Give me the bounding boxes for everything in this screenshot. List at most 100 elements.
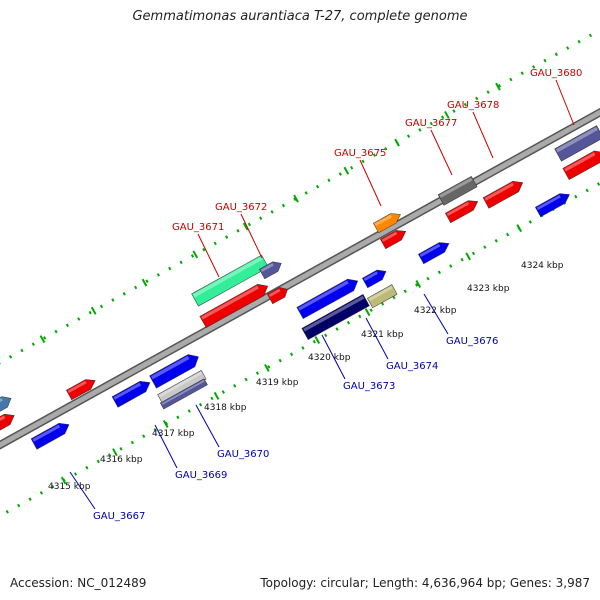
accession-text: Accession: NC_012489 [10, 576, 147, 590]
gene-red-cds-shape [379, 230, 407, 250]
axis-group: 4315 kbp 4316 kbp 4317 kbp 4318 kbp 4319 kbp… [0, 28, 600, 518]
gene-red-cds-shine [67, 380, 87, 393]
gene-steel [0, 396, 12, 416]
tick-label: 4315 kbp [48, 482, 91, 492]
gene-blue-cds-shine [298, 280, 349, 311]
gene-label-forward: GAU_3672 [215, 202, 267, 213]
gene-red-cds-shine [564, 152, 596, 172]
gene-blue-cds [30, 422, 70, 450]
gene-khaki-shape [366, 284, 398, 309]
gene-gray-light [157, 370, 207, 404]
gene-slate [554, 125, 600, 162]
gene-blue-cds [149, 354, 199, 389]
gene-red-cds-shape [482, 181, 524, 209]
gene-slate-shape [554, 125, 600, 162]
gene-red-cds-shine [268, 288, 281, 297]
major-tick [516, 224, 523, 233]
major-tick [192, 250, 199, 259]
gene-label-reverse: GAU_3673 [343, 381, 395, 392]
gene-red-cds-shine [446, 201, 470, 216]
gene-red-cds [379, 230, 407, 250]
gene-label-reverse: GAU_3670 [217, 449, 269, 460]
gene-red-cds-shine [0, 415, 6, 428]
gene-red-cds-shine [381, 231, 398, 242]
gene-orange [372, 213, 401, 234]
major-tick [293, 194, 299, 203]
gene-slate-thin-shape [159, 378, 208, 410]
gene-orange-shine [374, 214, 392, 226]
gene-red-cds [65, 379, 96, 401]
gene-gray-light-shape [157, 370, 207, 404]
gene-blue-cds-shape [30, 422, 70, 450]
tick-track-reverse [0, 181, 600, 518]
major-tick [141, 278, 148, 287]
gene-gray-shine [439, 177, 473, 198]
gene-label-reverse: GAU_3674 [386, 361, 438, 372]
gene-red-cds [266, 287, 288, 305]
major-tick [314, 336, 321, 344]
gene-label-reverse: GAU_3676 [446, 336, 498, 347]
gene-navy-shine [303, 295, 365, 332]
gene-label-forward: GAU_3675 [334, 148, 386, 159]
gene-gray-shape [437, 175, 478, 206]
gene-blue-cds-shine [536, 194, 561, 210]
gene-blue-cds-shape [296, 278, 359, 320]
major-tick [60, 476, 67, 485]
major-tick [343, 166, 350, 175]
gene-red-cds-shine [201, 285, 259, 320]
tick-label: 4322 kbp [414, 306, 457, 316]
gene-blue-cds [534, 193, 570, 218]
leader-line [154, 424, 178, 469]
leader-line [365, 317, 389, 360]
tick-label: 4316 kbp [100, 455, 143, 465]
gene-blue-cds [417, 242, 450, 265]
major-tick [394, 138, 400, 147]
gene-blue-cds [296, 278, 359, 320]
label-group: GAU_3671 GAU_3672 GAU_3675 GAU_3677 GAU_3678… [69, 68, 582, 522]
backbone [0, 109, 600, 448]
map-title: Gemmatimonas aurantiaca T-27, complete g… [132, 9, 468, 24]
leader-line [240, 213, 263, 259]
gene-red-cds-shape [562, 150, 600, 181]
gene-blue-cds-shape [417, 242, 450, 265]
gene-orange-shape [372, 213, 401, 234]
gene-khaki-shine [368, 285, 393, 301]
tick-label: 4324 kbp [521, 261, 564, 271]
gene-slate-small-shine [260, 263, 274, 272]
major-tick [444, 110, 450, 119]
gene-red-cds-shape [199, 284, 269, 329]
gene-slate-thin-shine [161, 380, 205, 405]
major-tick [242, 222, 249, 231]
gene-green-shine [192, 256, 263, 298]
major-tick [213, 391, 220, 400]
gene-label-forward: GAU_3678 [447, 100, 499, 111]
backbone-shadow [0, 107, 600, 450]
gene-label-forward: GAU_3677 [405, 118, 457, 129]
major-tick [495, 82, 501, 91]
gene-red-cds [0, 413, 15, 436]
gene-blue-cds-shape [534, 193, 570, 218]
major-tick [364, 308, 371, 317]
gene-slate-thin [159, 378, 208, 410]
gene-label-forward: GAU_3680 [530, 68, 582, 79]
major-tick [162, 420, 169, 429]
gene-slate-small [258, 261, 282, 280]
gene-red-cds [482, 181, 524, 209]
gene-navy-shape [301, 294, 370, 341]
gene-blue-cds-shape [361, 269, 387, 289]
gene-red-cds-shape [266, 287, 288, 305]
gene-slate-shine [555, 126, 598, 153]
gene-blue-cds-shine [150, 355, 190, 380]
gene-blue-cds [111, 380, 151, 408]
gene-label-reverse: GAU_3667 [93, 511, 145, 522]
gene-red-cds [444, 200, 479, 224]
gene-red-cds [562, 150, 600, 181]
gene-red-cds-shine [484, 182, 514, 201]
leader-line [359, 159, 382, 207]
tick-label: 4321 kbp [361, 330, 404, 340]
gene-red-cds-shape [0, 413, 15, 436]
gene-slate-small-shape [258, 261, 282, 280]
gene-blue-cds-shine [32, 424, 61, 442]
tick-label: 4323 kbp [467, 284, 510, 294]
